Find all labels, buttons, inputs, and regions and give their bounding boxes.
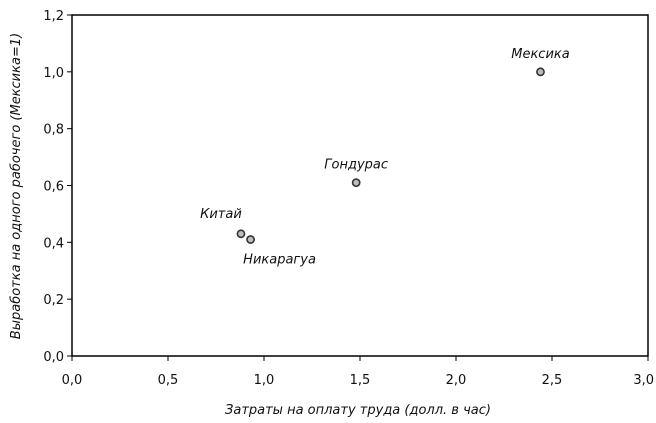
data-point-label: Мексика: [511, 47, 570, 62]
y-tick-label: 0,0: [43, 350, 64, 365]
x-tick-label: 3,0: [633, 373, 654, 388]
data-point: [246, 235, 255, 244]
data-point-label: Гондурас: [324, 158, 388, 173]
data-point: [351, 178, 361, 188]
y-tick-label: 1,2: [43, 9, 64, 24]
x-axis-title: Затраты на оплату труда (долл. в час): [225, 403, 491, 418]
x-axis-ticks: 0,0 0,5 1,0 1,5 2,0 2,5 3,0: [62, 356, 654, 388]
x-tick-label: 2,0: [446, 373, 467, 388]
y-tick-label: 0,8: [43, 123, 64, 138]
x-tick-label: 0,0: [62, 373, 83, 388]
y-tick-label: 1,0: [43, 66, 64, 81]
data-points: Китай Никарагуа Гондурас Мексика: [200, 47, 570, 268]
y-tick-label: 0,4: [43, 236, 64, 251]
data-point-label: Никарагуа: [243, 252, 316, 267]
x-tick-label: 2,5: [542, 373, 563, 388]
y-tick-label: 0,2: [43, 293, 64, 308]
data-point: [536, 67, 545, 77]
x-tick-label: 0,5: [158, 373, 179, 388]
y-axis-title: Выработка на одного рабочего (Мексика=1): [9, 33, 24, 339]
x-tick-label: 1,5: [350, 373, 371, 388]
data-point: [236, 229, 246, 239]
x-tick-label: 1,0: [254, 373, 275, 388]
plot-area-frame: [71, 14, 649, 357]
y-tick-label: 0,6: [43, 180, 64, 195]
y-axis-ticks: 0,0 0,2 0,4 0,6 0,8 1,0 1,2: [43, 9, 72, 365]
data-point-label: Китай: [200, 207, 242, 222]
